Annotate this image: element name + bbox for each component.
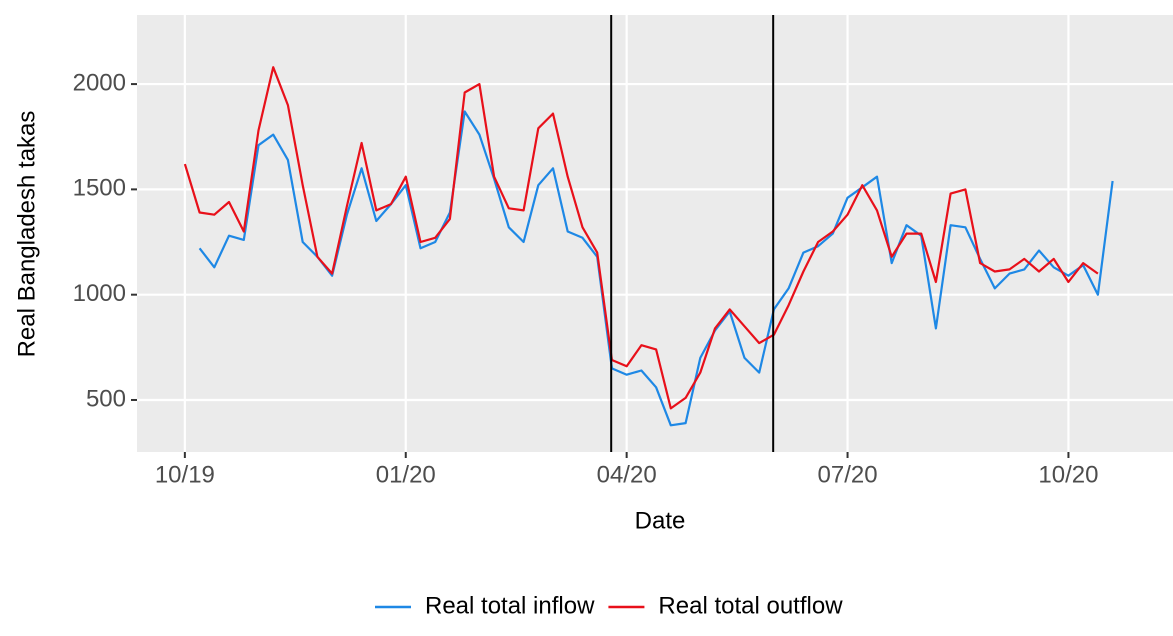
x-tick-label: 07/20: [818, 461, 878, 488]
line-series: [183, 66, 1099, 410]
legend-label: Real total inflow: [425, 592, 595, 619]
y-tick-label: 1500: [73, 175, 126, 202]
panel: [137, 15, 1173, 452]
y-axis-title: Real Bangladesh takas: [13, 111, 40, 358]
x-tick-label: 01/20: [376, 461, 436, 488]
y-tick-label: 500: [86, 385, 126, 412]
x-tick-label: 04/20: [597, 461, 657, 488]
y-tick-label: 1000: [73, 280, 126, 307]
line-series: [198, 110, 1114, 427]
y-tick-label: 2000: [73, 69, 126, 96]
legend-label: Real total outflow: [658, 592, 843, 619]
x-tick-label: 10/20: [1038, 461, 1098, 488]
x-axis-title: Date: [635, 507, 686, 534]
x-tick-label: 10/19: [155, 461, 215, 488]
